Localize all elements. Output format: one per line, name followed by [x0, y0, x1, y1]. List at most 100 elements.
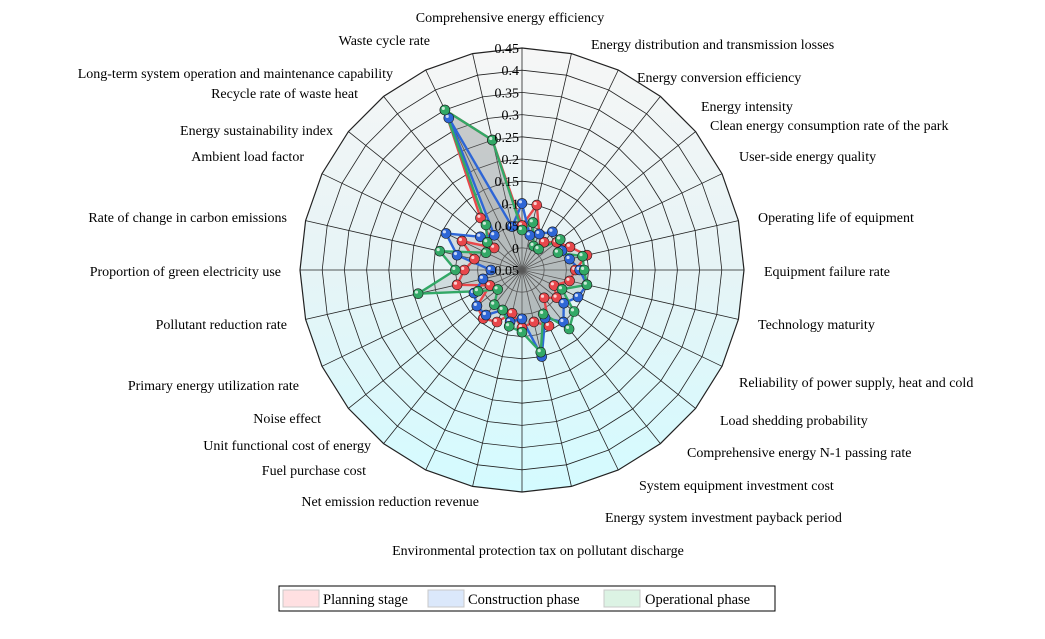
data-point	[480, 247, 492, 258]
grid-spoke	[425, 269, 523, 471]
data-point-highlight	[583, 281, 587, 285]
axis-label: Fuel purchase cost	[262, 464, 366, 479]
axis-label: Unit functional cost of energy	[203, 439, 371, 454]
data-point-highlight	[487, 266, 491, 270]
axis-label: Waste cycle rate	[339, 34, 430, 49]
data-point-highlight	[486, 282, 490, 286]
data-point	[471, 300, 483, 312]
data-point	[434, 245, 446, 257]
data-point-highlight	[436, 248, 440, 252]
data-point	[564, 275, 575, 287]
grid-spoke	[521, 269, 739, 320]
data-point	[450, 264, 461, 276]
data-point-highlight	[570, 308, 575, 312]
data-point	[488, 299, 500, 311]
data-point-highlight	[494, 286, 498, 290]
data-point	[528, 316, 540, 328]
data-point	[531, 199, 543, 211]
data-point-highlight	[518, 200, 523, 204]
data-point	[533, 228, 545, 240]
data-point-highlight	[491, 244, 495, 248]
grid-spoke	[521, 220, 739, 271]
data-point-highlight	[518, 329, 523, 333]
data-point-highlight	[442, 230, 446, 234]
grid-spoke	[383, 269, 523, 444]
tick-label: 0.4	[502, 64, 520, 79]
grid-spoke	[472, 269, 523, 487]
data-point-highlight	[540, 310, 544, 314]
axis-label: Net emission reduction revenue	[301, 495, 479, 510]
data-point-highlight	[453, 252, 458, 256]
axis-label: System equipment investment cost	[639, 479, 834, 494]
data-point	[469, 253, 480, 265]
legend-swatch-planning	[282, 589, 320, 608]
data-point-highlight	[560, 318, 564, 323]
data-point-highlight	[508, 310, 513, 314]
data-point-highlight	[576, 266, 580, 270]
axis-label: Load shedding probability	[720, 414, 868, 429]
axis-label: Energy sustainability index	[180, 124, 333, 139]
axis-label: Ambient load factor	[191, 150, 304, 165]
legend-label-operational: Operational phase	[645, 592, 750, 608]
data-point-highlight	[484, 239, 488, 243]
series-markers	[412, 104, 593, 362]
grid-spoke	[472, 53, 523, 271]
data-point-highlight	[477, 214, 481, 218]
data-point-highlight	[489, 136, 493, 141]
data-point	[412, 288, 424, 300]
data-point-highlight	[579, 253, 583, 257]
data-point-highlight	[499, 306, 503, 310]
data-point-highlight	[461, 266, 465, 270]
data-point	[581, 279, 593, 291]
data-point	[564, 253, 575, 265]
tick-label: 0.25	[495, 131, 520, 146]
data-point-highlight	[518, 315, 523, 319]
axis-label: Comprehensive energy N-1 passing rate	[687, 446, 911, 461]
data-point	[506, 307, 518, 319]
axis-label: Equipment failure rate	[764, 265, 890, 280]
tick-label: 0.15	[495, 175, 520, 190]
grid-spoke	[348, 269, 523, 409]
axis-label: Operating life of equipment	[758, 211, 914, 226]
grid-spoke	[521, 269, 696, 409]
data-point-highlight	[554, 249, 559, 253]
data-point	[480, 309, 492, 321]
tick-label: 0.1	[502, 197, 520, 212]
data-point	[439, 104, 451, 116]
data-point	[458, 264, 470, 276]
grid-spoke	[521, 131, 696, 271]
data-point-highlight	[566, 255, 570, 260]
tick-label: -0.05	[490, 264, 519, 279]
grid-spoke	[521, 269, 619, 471]
grid-spoke	[521, 269, 572, 487]
axis-label: Clean energy consumption rate of the par…	[710, 119, 948, 134]
data-point	[554, 234, 566, 245]
data-point-highlight	[535, 246, 539, 250]
data-point-highlight	[482, 249, 486, 253]
legend-label-construction: Construction phase	[468, 592, 580, 608]
data-point	[537, 308, 549, 320]
data-point-highlight	[537, 349, 541, 353]
data-point-highlight	[566, 243, 571, 247]
data-point-highlight	[557, 236, 561, 240]
data-point-highlight	[493, 318, 497, 322]
axis-label: Long-term system operation and maintenan…	[78, 67, 393, 82]
data-point-highlight	[477, 233, 481, 237]
axis-label: Primary energy utilization rate	[128, 379, 299, 394]
data-point-highlight	[574, 293, 579, 297]
axis-label: Energy intensity	[701, 100, 793, 115]
data-point-highlight	[518, 324, 523, 328]
data-point-highlight	[530, 318, 534, 322]
legend: Planning stage Construction phase Operat…	[278, 585, 776, 612]
data-point-highlight	[545, 322, 550, 326]
data-point-highlight	[536, 230, 540, 234]
data-point-highlight	[482, 311, 486, 316]
grid-spoke	[383, 96, 523, 271]
axis-label: Reliability of power supply, heat and co…	[739, 376, 973, 391]
axis-label: Energy distribution and transmission los…	[591, 38, 834, 53]
radial-tick-labels: -0.05 0 0.05 0.1 0.15 0.2 0.25 0.3 0.35 0.4 0.45	[490, 42, 519, 279]
data-point-highlight	[530, 242, 534, 246]
data-point	[456, 235, 468, 247]
data-point	[491, 316, 503, 328]
axis-label: Pollutant reduction rate	[156, 318, 287, 333]
